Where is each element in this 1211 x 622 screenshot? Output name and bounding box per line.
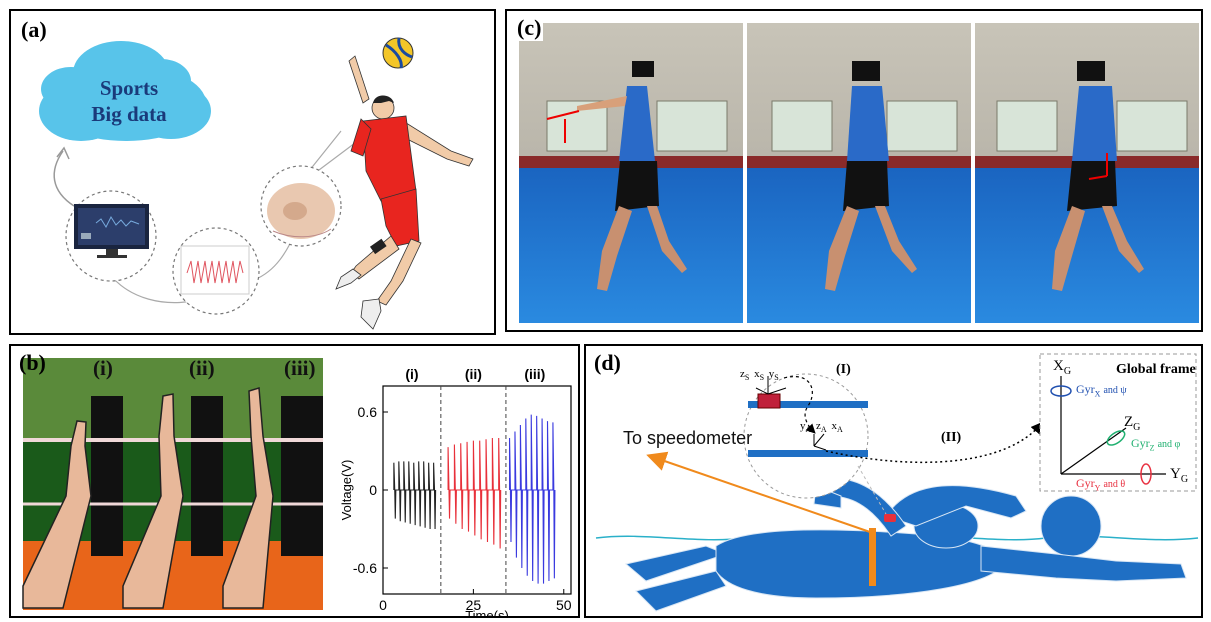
axis-zg-label: ZG (1124, 414, 1141, 433)
waist-band (869, 528, 876, 586)
segment-label-1: (i) (405, 366, 418, 382)
zoom-circle (743, 373, 869, 499)
photo-tag-3: (iii) (284, 356, 316, 380)
gyr-x-label: GyrX and ψ (1076, 382, 1127, 399)
segment-label-3: (iii) (524, 366, 545, 382)
segment-label-2: (ii) (465, 366, 482, 382)
x-axis-label: Time(s) (465, 608, 509, 618)
cloud-text-line1: Sports (100, 76, 158, 100)
rotation-y-icon (1140, 463, 1152, 485)
rotation-x-icon (1050, 385, 1072, 397)
cloud-text-line2: Big data (91, 102, 167, 126)
panel-c: (c) (505, 9, 1203, 332)
y-tick-label-3: -0.6 (353, 560, 377, 576)
panel-c-label: (c) (515, 15, 544, 41)
photo-frame-1 (519, 23, 743, 323)
panel-a-label: (a) (21, 17, 47, 42)
x-tick-label-3: 50 (556, 597, 572, 613)
y-axis-label: Voltage(V) (339, 460, 354, 521)
y-tick-label-1: 0.6 (358, 404, 378, 420)
panel-a-illustration: Sports Big data (39, 37, 474, 330)
sensor-dot (884, 514, 896, 522)
x-tick-label-2: 25 (466, 597, 482, 613)
global-frame-title: Global frame (1116, 362, 1196, 377)
volleyball-icon (382, 37, 414, 69)
panel-a: (a) Sports Big data (9, 9, 496, 335)
photo-frame-2 (747, 23, 971, 323)
cloud-icon (39, 41, 211, 141)
swimmer-diagram (595, 353, 1199, 612)
sensor-cube-icon (757, 393, 781, 409)
panel-b: (b) (i) (9, 344, 580, 618)
arm-photo-2 (122, 358, 223, 610)
x-tick-label-1: 0 (379, 597, 387, 613)
rotation-z-icon (1106, 430, 1126, 446)
series-line-1 (393, 461, 437, 530)
swimmer-figure (624, 478, 1187, 612)
gyr-z-label: GyrZ and φ (1131, 436, 1181, 453)
connection-curve (100, 130, 372, 304)
arm-photo-3 (222, 358, 323, 610)
volleyball-player (335, 55, 474, 330)
y-tick-label-2: 0 (369, 482, 377, 498)
global-frame-box (1039, 353, 1197, 492)
series-line-3 (508, 414, 556, 584)
upload-arrow (53, 150, 75, 207)
accel-axis-y: y (800, 420, 806, 432)
voltage-chart: (i) (ii) (iii) 0.6 0 -0.6 0 25 50 Voltage(V) Time(… (339, 366, 572, 618)
speedometer-label: To speedometer (623, 428, 753, 448)
photo-frame-3 (975, 23, 1199, 323)
sensor-axis-y: y (768, 368, 775, 380)
step-2-label: (II) (941, 430, 962, 445)
arm-photo-1 (22, 358, 123, 610)
signal-wave-thumbnail (186, 260, 244, 284)
accel-axis-z: z (816, 420, 821, 432)
accel-axis-x: x (831, 420, 837, 432)
panel-d: (d) (584, 344, 1203, 618)
step-1-label: (I) (836, 362, 851, 377)
sensor-axis-z: z (740, 368, 745, 380)
accel-axis-labels: yA zA xA (800, 420, 843, 435)
panel-d-label: (d) (594, 350, 621, 375)
photo-tag-1: (i) (93, 356, 113, 380)
sensor-axis-labels: zS xS yS (740, 368, 779, 383)
boxing-photo-sequence (519, 23, 1199, 323)
series-line-2 (447, 437, 502, 549)
arm-photo-strip (22, 358, 323, 610)
axis-yg-label: YG (1170, 466, 1189, 485)
photo-tag-2: (ii) (189, 356, 215, 380)
monitor-icon (74, 204, 149, 258)
axis-xg-label: XG (1053, 358, 1072, 377)
sensor-axis-x: x (754, 368, 760, 380)
speedometer-arrow (646, 451, 871, 533)
panel-b-label: (b) (19, 350, 46, 375)
gyr-y-label: GyrY and θ (1076, 476, 1126, 493)
